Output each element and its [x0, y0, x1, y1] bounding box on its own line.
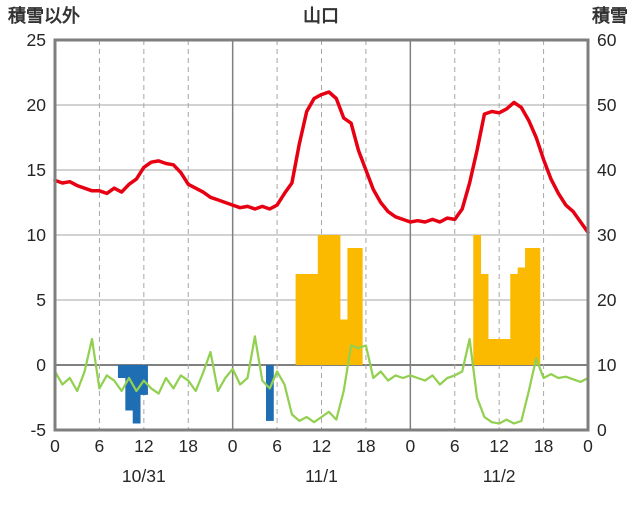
day-label: 10/31 [122, 466, 166, 486]
orange-bars-bar [480, 274, 489, 365]
x-tick-label: 18 [179, 436, 198, 456]
orange-bars-bar [310, 274, 319, 365]
day-label: 11/1 [305, 466, 338, 486]
blue-bars-bar [125, 365, 134, 411]
x-tick-label: 0 [405, 436, 415, 456]
chart-title: 山口 [303, 6, 339, 26]
orange-bars-bar [473, 235, 482, 365]
orange-bars-bar [295, 274, 304, 365]
x-tick-label: 6 [272, 436, 282, 456]
left-tick-label: 25 [27, 30, 46, 50]
blue-bars-bar [265, 365, 274, 421]
x-tick-label: 6 [95, 436, 105, 456]
x-tick-label: 12 [312, 436, 331, 456]
left-axis-title: 積雪以外 [7, 5, 80, 26]
blue-bars-bar [132, 365, 141, 424]
right-tick-label: 20 [597, 290, 617, 310]
plot-border [53, 38, 590, 432]
x-tick-label: 18 [356, 436, 375, 456]
right-axis-title: 積雪 [591, 5, 628, 26]
left-tick-label: 5 [36, 290, 46, 310]
orange-bars-bar [302, 274, 311, 365]
orange-bars-bar [488, 339, 496, 365]
right-tick-label: 30 [597, 225, 617, 245]
blue-bars-bar [117, 365, 126, 378]
right-tick-label: 40 [597, 160, 617, 180]
x-tick-label: 18 [534, 436, 553, 456]
right-tick-label: 50 [597, 95, 617, 115]
orange-bars-bar [340, 319, 348, 365]
orange-bars-bar [532, 248, 541, 365]
right-tick-label: 10 [597, 355, 617, 375]
orange-bars-bar [347, 248, 356, 365]
left-tick-label: -5 [30, 420, 46, 440]
x-tick-label: 0 [50, 436, 60, 456]
orange-bars-bar [354, 248, 363, 365]
orange-bars-bar [517, 267, 526, 365]
left-tick-label: 20 [27, 95, 47, 115]
left-tick-label: 0 [36, 355, 46, 375]
left-tick-label: 15 [27, 160, 46, 180]
orange-bars-bar [525, 248, 533, 365]
green-line [53, 335, 590, 425]
x-tick-label: 0 [583, 436, 593, 456]
orange-bars-bar [495, 339, 504, 365]
day-label: 11/2 [483, 466, 516, 486]
red-line [53, 90, 590, 235]
right-tick-label: 0 [597, 420, 607, 440]
orange-bars-bar [325, 235, 334, 365]
x-tick-label: 0 [228, 436, 238, 456]
x-tick-label: 12 [489, 436, 508, 456]
orange-bars-bar [510, 274, 519, 365]
left-tick-label: 10 [27, 225, 47, 245]
orange-bars-bar [332, 235, 341, 365]
orange-bars-bar [502, 339, 511, 365]
x-tick-label: 12 [134, 436, 153, 456]
orange-bars-bar [317, 235, 326, 365]
x-tick-label: 6 [450, 436, 460, 456]
right-tick-label: 60 [597, 30, 617, 50]
